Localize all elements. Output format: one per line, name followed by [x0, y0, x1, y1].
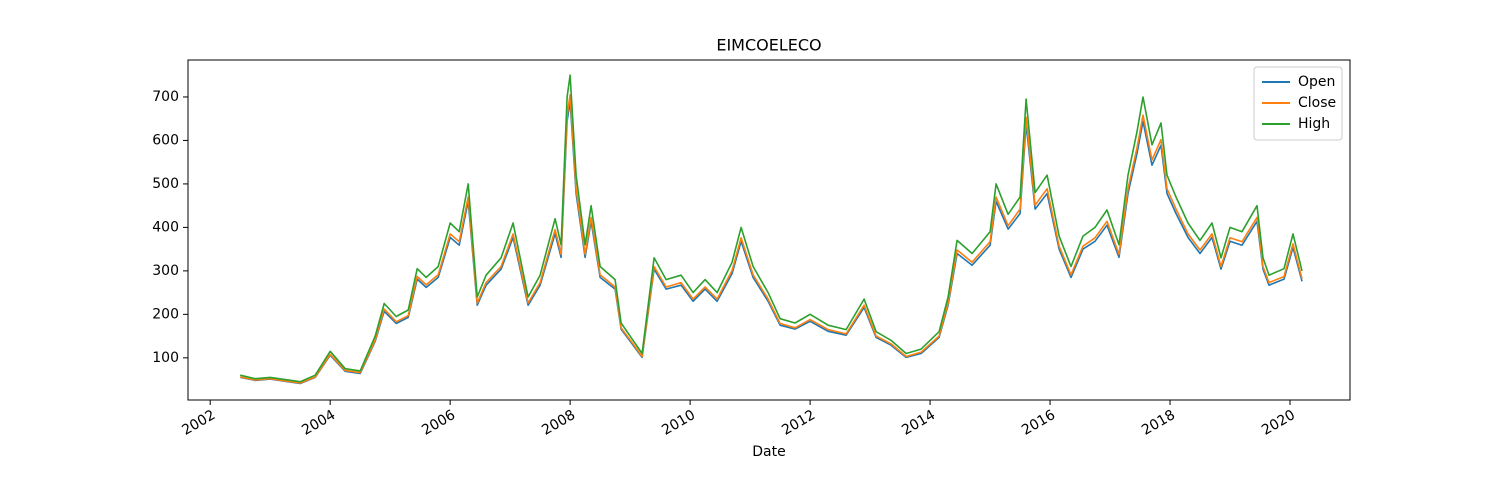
chart-title: EIMCOELECO	[716, 36, 821, 55]
legend-label: Close	[1298, 95, 1336, 111]
y-tick-label: 200	[152, 306, 179, 322]
plot-frame	[187, 59, 1351, 401]
x-axis-label: Date	[752, 444, 785, 460]
x-tick-label: 2008	[539, 407, 578, 439]
x-tick-label: 2010	[659, 407, 698, 439]
series-line	[240, 74, 1303, 383]
legend-label: High	[1298, 116, 1330, 132]
y-tick-label: 700	[152, 89, 179, 105]
y-tick-label: 300	[152, 263, 179, 279]
y-tick-label: 500	[152, 176, 179, 192]
x-tick-label: 2014	[899, 407, 938, 439]
x-tick-label: 2020	[1259, 407, 1298, 439]
legend-label: Open	[1298, 74, 1335, 90]
x-tick-label: 2004	[299, 407, 338, 439]
y-tick-label: 100	[152, 350, 179, 366]
x-tick-label: 2016	[1019, 407, 1058, 439]
y-tick-label: 400	[152, 219, 179, 235]
x-tick-label: 2012	[779, 407, 818, 439]
x-tick-label: 2002	[179, 407, 218, 439]
y-tick-label: 600	[152, 132, 179, 148]
x-tick-label: 2006	[419, 407, 458, 439]
legend-box	[1253, 66, 1343, 141]
series-line	[240, 100, 1303, 385]
x-tick-label: 2018	[1139, 407, 1178, 439]
series-line	[240, 94, 1303, 384]
